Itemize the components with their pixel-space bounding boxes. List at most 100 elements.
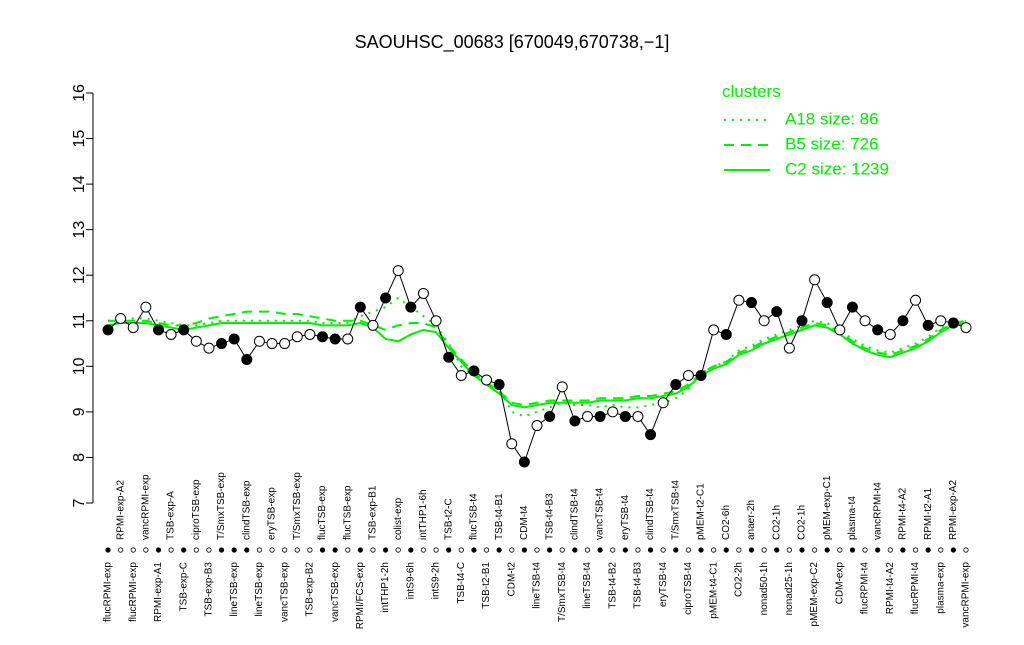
point bbox=[203, 342, 215, 354]
x-label-top: intTHP1-6h bbox=[418, 489, 429, 540]
x-label-top: vancRPMI-exp bbox=[140, 474, 151, 540]
x-label-bottom: intS9-6h bbox=[405, 562, 416, 599]
point bbox=[657, 397, 669, 409]
x-label-bottom: flucRPMI-t4 bbox=[860, 562, 871, 615]
x-label-bottom: TSB-t4-C bbox=[456, 562, 467, 604]
rug-dot bbox=[143, 547, 149, 553]
x-label-bottom: intTHP1-2h bbox=[380, 562, 391, 613]
rug-dot bbox=[458, 547, 464, 553]
point bbox=[922, 319, 934, 331]
x-label-bottom: vancRPMI-exp bbox=[961, 562, 972, 628]
y-tick-label: 15 bbox=[71, 130, 88, 148]
rug-dot bbox=[370, 547, 376, 553]
point bbox=[367, 319, 379, 331]
point bbox=[493, 379, 505, 391]
rug-dot bbox=[206, 547, 212, 553]
rug-dot bbox=[534, 547, 540, 553]
rug-dot bbox=[483, 547, 490, 553]
x-label-top: flucTSB-exp bbox=[317, 485, 328, 540]
expression-line bbox=[107, 269, 967, 464]
point bbox=[481, 374, 493, 386]
x-label-bottom: TSB-exp-C bbox=[178, 562, 189, 611]
x-label-bottom: RPMI/FCS-exp bbox=[355, 562, 366, 630]
rug-dot bbox=[774, 547, 780, 553]
y-tick-label: 11 bbox=[71, 312, 88, 329]
cluster-line bbox=[107, 322, 967, 409]
x-label-bottom: plasma-exp bbox=[935, 562, 946, 614]
rug-dot bbox=[950, 547, 956, 553]
x-label-top: TSB-exp-B1 bbox=[368, 485, 379, 540]
point bbox=[430, 315, 442, 327]
rug-dot bbox=[761, 547, 767, 553]
x-label-bottom: TSB-exp-B2 bbox=[305, 562, 316, 617]
rug-dot bbox=[446, 547, 452, 553]
x-label-bottom: flucRPMI-exp bbox=[103, 562, 114, 622]
x-label-top: vancRPMI-t4 bbox=[872, 482, 883, 540]
rug-dot bbox=[736, 547, 742, 553]
point bbox=[708, 324, 720, 336]
x-label-bottom: flucRPMI-exp bbox=[128, 562, 139, 622]
rug-dot bbox=[294, 547, 300, 553]
x-label-bottom: lineTSB-t4 bbox=[532, 562, 543, 609]
point bbox=[632, 410, 644, 422]
rug-dot bbox=[887, 547, 893, 553]
x-label-top: flucTSB-t4 bbox=[469, 493, 480, 540]
x-label-bottom: lineTSB-t4 bbox=[582, 562, 593, 609]
rug-dot bbox=[685, 547, 692, 553]
point bbox=[695, 369, 707, 381]
point bbox=[140, 301, 152, 313]
rug-dot bbox=[345, 547, 351, 553]
x-label-top: ciproTSB-exp bbox=[191, 479, 202, 540]
point bbox=[228, 333, 240, 345]
point bbox=[443, 351, 455, 363]
rug-dot bbox=[105, 547, 111, 553]
point bbox=[960, 322, 972, 334]
point bbox=[935, 315, 947, 327]
point bbox=[884, 328, 896, 340]
rug-dot bbox=[900, 547, 906, 553]
point bbox=[619, 410, 631, 422]
y-tick-label: 8 bbox=[71, 453, 88, 462]
x-label-top: clindTSB-t4 bbox=[569, 488, 580, 540]
y-tick-label: 14 bbox=[71, 175, 88, 193]
point bbox=[190, 335, 202, 347]
rug-dot bbox=[256, 547, 263, 553]
x-label-top: clindTSB-exp bbox=[241, 480, 252, 540]
point bbox=[241, 354, 253, 365]
x-label-top: RPMI-t4-A2 bbox=[898, 487, 909, 540]
rug-dot bbox=[572, 547, 578, 553]
x-label-top: TSB-exp-A bbox=[166, 491, 177, 540]
x-label-top: plasma-t4 bbox=[847, 496, 858, 540]
point bbox=[682, 369, 694, 381]
x-label-bottom: TSB-exp-B3 bbox=[204, 562, 215, 617]
chart-title: SAOUHSC_00683 [670049,670738,−1] bbox=[355, 32, 670, 53]
point bbox=[746, 297, 757, 309]
point bbox=[216, 338, 228, 350]
rug-dot bbox=[584, 547, 591, 553]
rug-dot bbox=[155, 547, 162, 553]
x-label-bottom: T/SmxTSB-t4 bbox=[557, 562, 568, 622]
rug-dot bbox=[875, 547, 881, 553]
point bbox=[279, 338, 291, 350]
rug-dot bbox=[622, 547, 628, 553]
x-label-bottom: lineTSB-exp bbox=[229, 562, 240, 617]
point bbox=[581, 410, 593, 422]
rug-dot bbox=[786, 547, 792, 553]
rug-dot bbox=[433, 547, 439, 553]
x-label-top: CO2-6h bbox=[721, 505, 732, 540]
x-label-top: CO2-1h bbox=[797, 505, 808, 540]
x-label-bottom: TSB-t4-B2 bbox=[607, 562, 618, 609]
rug-dot bbox=[193, 547, 199, 553]
point bbox=[329, 333, 341, 345]
rug-dot bbox=[395, 547, 401, 553]
point bbox=[834, 324, 846, 336]
x-label-bottom: RPMI-t4-A2 bbox=[885, 562, 896, 615]
x-label-top: clindTSB-t4 bbox=[645, 488, 656, 540]
x-label-top: pMEM-t2-C1 bbox=[696, 483, 707, 540]
cluster-line bbox=[108, 310, 967, 407]
point bbox=[506, 438, 518, 450]
y-tick-label: 10 bbox=[71, 357, 88, 375]
legend-label: B5 size: 726 bbox=[785, 134, 879, 153]
point bbox=[809, 274, 821, 286]
